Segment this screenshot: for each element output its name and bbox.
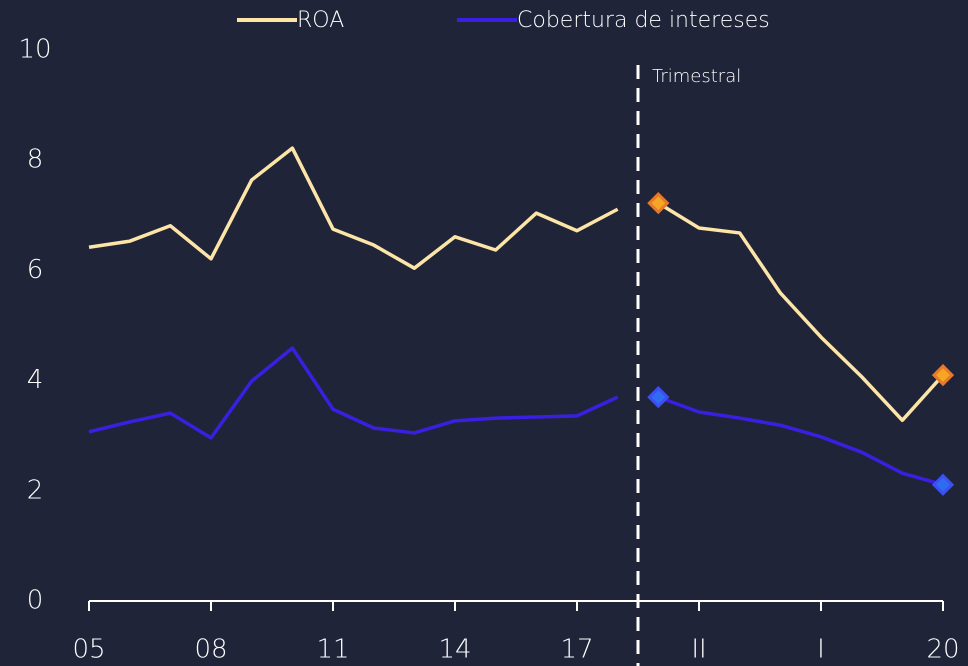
point-marker xyxy=(647,386,670,409)
legend-label: Cobertura de intereses xyxy=(517,8,770,33)
y-tick-label: 10 xyxy=(18,35,51,65)
point-marker xyxy=(931,473,955,496)
y-tick-label: 8 xyxy=(27,145,44,175)
series-line xyxy=(88,146,619,270)
x-tick-label: I xyxy=(817,635,825,665)
point-marker xyxy=(647,192,670,215)
x-tick-label: 05 xyxy=(72,635,105,665)
x-tick-label: 08 xyxy=(194,635,227,665)
series-line xyxy=(657,201,945,423)
series-line xyxy=(657,395,944,487)
y-tick-label: 4 xyxy=(27,365,44,395)
x-tick-label: 17 xyxy=(560,635,593,665)
divider-label: Trimestral xyxy=(652,66,741,87)
x-tick-label: 14 xyxy=(438,635,471,665)
legend-label: ROA xyxy=(297,8,344,33)
y-tick-label: 6 xyxy=(27,255,44,285)
x-tick-label: II xyxy=(691,635,706,665)
y-tick-label: 0 xyxy=(27,586,44,616)
x-tick-label: 11 xyxy=(316,635,349,665)
series-line xyxy=(88,346,619,440)
y-tick-label: 2 xyxy=(27,475,44,505)
x-tick-label: 20 xyxy=(926,635,959,665)
point-marker xyxy=(931,363,955,387)
